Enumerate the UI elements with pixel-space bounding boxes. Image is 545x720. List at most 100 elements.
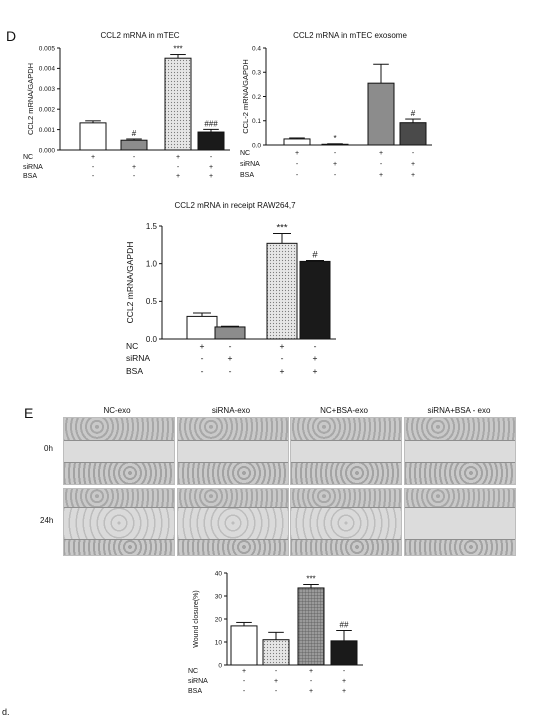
significance-mark: * [333, 134, 336, 143]
y-axis-label: Wound closure(%) [193, 590, 200, 647]
condition-label-sirna: siRNA [126, 353, 150, 363]
y-tick-label: 0.2 [252, 94, 261, 101]
bar-nc [230, 625, 258, 666]
condition-mark: + [342, 688, 346, 695]
col-label-sirna-bsa-exo: siRNA+BSA - exo [427, 406, 491, 415]
condition-mark: - [92, 164, 95, 171]
significance-mark: # [411, 109, 416, 118]
bar-sirna-bsa [299, 260, 331, 340]
condition-mark: - [275, 668, 278, 675]
significance-mark: *** [173, 45, 182, 54]
condition-mark: + [280, 366, 285, 376]
significance-mark: ## [340, 621, 349, 630]
col-label-nc-exo: NC-exo [103, 406, 131, 415]
condition-mark: + [176, 154, 180, 161]
row-label-0h: 0h [44, 444, 53, 453]
condition-mark: + [209, 164, 213, 171]
bar-sirna-bsa [330, 640, 358, 666]
condition-mark: + [333, 161, 337, 168]
bar-nc [79, 122, 107, 151]
y-tick-label: 30 [215, 593, 223, 600]
condition-label-bsa: BSA [240, 172, 254, 179]
condition-mark: + [379, 172, 383, 179]
y-axis-label: CCL2 mRNA/GAPDH [26, 63, 35, 135]
condition-mark: - [334, 150, 337, 157]
y-tick-label: 0 [218, 662, 222, 669]
condition-mark: - [133, 173, 136, 180]
y-tick-label: 0.003 [39, 86, 56, 93]
y-tick-label: 0.0 [146, 335, 158, 344]
y-tick-label: 0.0 [252, 142, 261, 149]
y-tick-label: 0.001 [39, 127, 56, 134]
chart-ccl2-raw264: CCL2 mRNA in receipt RAW264,7 CCL2 mRNA/G… [125, 201, 336, 376]
condition-label-sirna: siRNA [23, 164, 43, 171]
condition-mark: - [243, 678, 246, 685]
bar-sirna-bsa [197, 131, 225, 151]
y-tick-label: 0.1 [252, 118, 261, 125]
condition-mark: - [201, 366, 204, 376]
condition-mark: - [229, 341, 232, 351]
y-axis-label: CCL-2 mRNA/GAPDH [241, 59, 250, 134]
significance-mark: # [132, 129, 137, 138]
significance-mark: *** [276, 223, 287, 234]
condition-mark: + [295, 150, 299, 157]
condition-mark: - [296, 161, 299, 168]
bar-nc [186, 315, 218, 340]
y-tick-label: 1.0 [146, 259, 158, 268]
y-tick-label: 0.3 [252, 70, 261, 77]
condition-mark: - [296, 172, 299, 179]
y-tick-label: 0.4 [252, 45, 261, 52]
bar-nc-bsa [367, 82, 395, 146]
significance-mark: # [312, 250, 318, 261]
y-tick-label: 20 [215, 616, 223, 623]
y-tick-label: 10 [215, 639, 223, 646]
condition-mark: + [200, 341, 205, 351]
condition-mark: + [242, 668, 246, 675]
condition-mark: + [411, 161, 415, 168]
panel-letter-d: D [6, 28, 17, 44]
bar-sirna [120, 139, 148, 151]
chart-title: CCL2 mRNA in mTEC [100, 31, 179, 40]
condition-mark: - [275, 688, 278, 695]
panel-letter-e: E [24, 405, 34, 421]
condition-mark: + [313, 353, 318, 363]
footnote: d. [2, 707, 10, 717]
micrograph-0h-2 [177, 417, 289, 485]
chart-ccl2-mtec: CCL2 mRNA in mTEC CCL2 mRNA/GAPDH 0.000 0.0… [23, 31, 230, 180]
bar-sirna [321, 143, 349, 146]
condition-mark: + [176, 173, 180, 180]
micrograph-0h-4 [404, 417, 516, 485]
condition-mark: + [274, 678, 278, 685]
bar-nc-bsa [297, 587, 325, 666]
y-tick-label: 0.004 [39, 66, 56, 73]
condition-mark: + [132, 164, 136, 171]
condition-mark: - [310, 678, 313, 685]
chart-title: CCL2 mRNA in mTEC exosome [293, 31, 407, 40]
condition-label-nc: NC [23, 154, 33, 161]
condition-mark: - [229, 366, 232, 376]
bar-nc-bsa [164, 57, 192, 151]
micrograph-0h-1 [63, 417, 175, 485]
condition-mark: + [209, 173, 213, 180]
condition-label-sirna: siRNA [188, 678, 208, 685]
significance-mark: ### [204, 119, 218, 128]
condition-mark: + [313, 366, 318, 376]
condition-label-bsa: BSA [23, 173, 37, 180]
condition-mark: - [201, 353, 204, 363]
condition-mark: + [411, 172, 415, 179]
y-tick-label: 1.5 [146, 222, 158, 231]
bar-nc-bsa [266, 242, 298, 340]
micrograph-24h-3 [290, 488, 402, 556]
condition-mark: - [92, 173, 95, 180]
condition-mark: + [309, 668, 313, 675]
condition-mark: - [343, 668, 346, 675]
bar-sirna [262, 639, 290, 666]
condition-label-bsa: BSA [126, 366, 143, 376]
col-label-sirna-exo: siRNA-exo [211, 406, 251, 415]
condition-mark: - [243, 688, 246, 695]
y-tick-label: 0.005 [39, 45, 56, 52]
row-label-24h: 24h [40, 516, 54, 525]
chart-title: CCL2 mRNA in receipt RAW264,7 [174, 201, 296, 210]
micrograph-24h-1 [63, 488, 175, 556]
condition-mark: - [314, 341, 317, 351]
